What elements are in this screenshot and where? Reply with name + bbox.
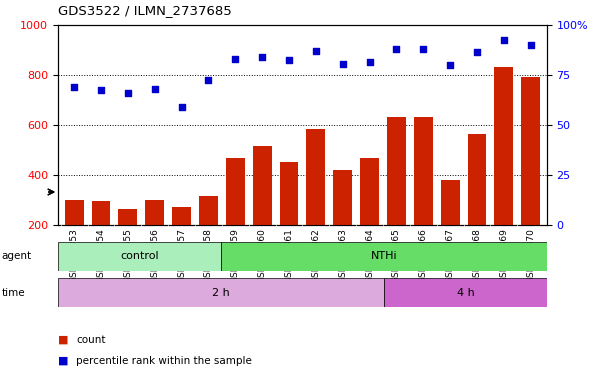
Bar [414,118,433,275]
Text: count: count [76,335,106,345]
Point [284,57,294,63]
Point [499,37,509,43]
Bar [334,170,352,275]
Point [526,42,536,48]
Point [419,46,428,52]
Bar [521,78,540,275]
Point [177,104,186,111]
Text: GSM345370: GSM345370 [526,228,535,283]
Text: time: time [1,288,25,298]
Point [123,90,133,96]
Point [203,77,213,83]
Text: percentile rank within the sample: percentile rank within the sample [76,356,252,366]
Text: GSM345353: GSM345353 [70,228,79,283]
Bar [441,180,459,275]
Text: GSM345367: GSM345367 [445,228,455,283]
Text: GSM345365: GSM345365 [392,228,401,283]
Point [96,87,106,93]
Bar [221,242,547,271]
Point [338,61,348,67]
Text: GSM345368: GSM345368 [472,228,481,283]
Point [69,84,79,91]
Bar [92,202,111,275]
Bar [467,134,486,275]
Bar [58,242,221,271]
Text: agent: agent [1,251,31,262]
Text: 4 h: 4 h [456,288,474,298]
Text: GSM345366: GSM345366 [419,228,428,283]
Bar [226,159,244,275]
Text: GSM345369: GSM345369 [499,228,508,283]
Text: GSM345355: GSM345355 [123,228,133,283]
Text: GSM345356: GSM345356 [150,228,159,283]
Text: ■: ■ [58,335,68,345]
Bar [360,159,379,275]
Bar [145,200,164,275]
Point [311,48,321,54]
Point [445,62,455,68]
Text: GSM345360: GSM345360 [258,228,266,283]
Point [150,86,159,93]
Text: ■: ■ [58,356,68,366]
Point [230,56,240,63]
Text: GSM345361: GSM345361 [285,228,293,283]
Bar [384,278,547,307]
Bar [387,118,406,275]
Bar [494,68,513,275]
Text: GSM345362: GSM345362 [312,228,320,283]
Text: GSM345359: GSM345359 [231,228,240,283]
Bar [199,196,218,275]
Text: GSM345358: GSM345358 [204,228,213,283]
Bar [65,200,84,275]
Text: 2 h: 2 h [212,288,230,298]
Bar [172,207,191,275]
Text: GSM345354: GSM345354 [97,228,106,283]
Text: NTHi: NTHi [371,251,397,262]
Bar [253,146,271,275]
Point [257,54,267,60]
Text: control: control [120,251,159,262]
Text: GSM345363: GSM345363 [338,228,347,283]
Bar [58,278,384,307]
Point [365,59,375,65]
Bar [307,129,325,275]
Text: GDS3522 / ILMN_2737685: GDS3522 / ILMN_2737685 [58,4,232,17]
Text: GSM345364: GSM345364 [365,228,374,283]
Text: GSM345357: GSM345357 [177,228,186,283]
Bar [280,162,298,275]
Point [392,46,401,52]
Bar [119,209,137,275]
Point [472,50,482,56]
